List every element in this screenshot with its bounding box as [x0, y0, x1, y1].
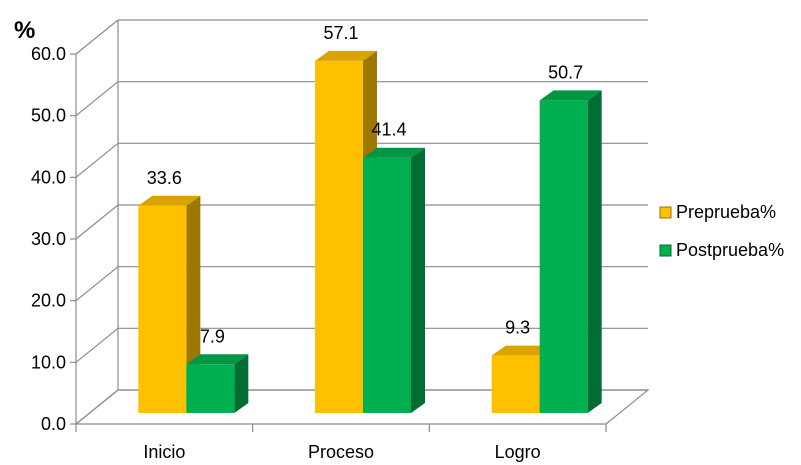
bar-side — [587, 90, 602, 413]
legend-item-Preprueba%: Preprueba% — [659, 202, 776, 222]
y-tick-label: 10.0 — [31, 352, 66, 372]
axes: 0.0 10.0 20.0 30.0 40.0 50.0 60.0% Inicio Proces… — [14, 17, 607, 462]
y-tick-label: 20.0 — [31, 291, 66, 311]
y-tick-label: 30.0 — [31, 229, 66, 249]
legend-swatch — [659, 244, 672, 257]
y-axis-title: % — [14, 17, 35, 44]
bar-front — [186, 364, 235, 413]
y-tick-label: 60.0 — [31, 44, 66, 64]
data-label: 57.1 — [323, 23, 358, 43]
bar-front — [315, 60, 363, 414]
category-label: Logro — [495, 442, 541, 462]
y-tick-label: 50.0 — [31, 106, 66, 126]
gridline-side — [75, 142, 119, 178]
bar-front — [539, 100, 588, 413]
bar-top — [186, 354, 249, 365]
bar-top — [491, 345, 554, 356]
y-tick-label: 40.0 — [31, 167, 66, 187]
data-label: 33.6 — [147, 168, 182, 188]
data-label: 41.4 — [371, 120, 406, 140]
data-label: 9.3 — [505, 318, 530, 338]
gridline-side — [75, 204, 119, 240]
category-label: Inicio — [143, 442, 185, 462]
bar-Postprueba%-Proceso — [363, 147, 425, 413]
data-label: 7.9 — [200, 326, 225, 346]
bar-Postprueba%-Logro — [539, 90, 602, 413]
data-label: 50.7 — [548, 62, 583, 82]
gridline-side — [75, 266, 119, 302]
bars — [138, 50, 602, 414]
bar-top — [539, 90, 602, 101]
legend-label: Preprueba% — [676, 202, 776, 222]
data-labels: 33.6 7.9 57.1 41.4 9.3 50.7 — [147, 23, 583, 346]
legend-swatch — [659, 206, 672, 219]
bar-Postprueba%-Inicio — [186, 354, 249, 413]
y-tick-label: 0.0 — [41, 414, 66, 434]
category-label: Proceso — [308, 442, 374, 462]
gridline-side — [75, 327, 119, 363]
gridline-side — [75, 81, 119, 117]
bar-top — [138, 195, 201, 206]
bar-top — [363, 147, 425, 158]
gridline-side — [75, 389, 119, 425]
bar-front — [491, 355, 540, 413]
gridline-side — [75, 19, 119, 55]
legend-label: Postprueba% — [676, 240, 784, 260]
bar-side — [411, 147, 425, 413]
legend: Preprueba% Postprueba% — [659, 202, 784, 260]
bar-front — [363, 157, 411, 413]
bar-side — [234, 354, 249, 413]
bar-front — [138, 205, 187, 413]
legend-item-Postprueba%: Postprueba% — [659, 240, 784, 260]
bar-top — [315, 50, 377, 61]
